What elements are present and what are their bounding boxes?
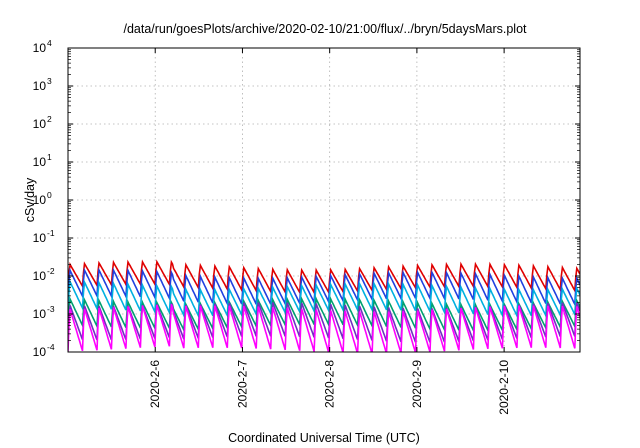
y-tick-label: 10 xyxy=(33,307,47,321)
y-tick-label: 10 xyxy=(33,79,47,93)
x-tick-label: 2020-2-6 xyxy=(148,360,162,408)
y-tick-label: 10 xyxy=(33,155,47,169)
y-axis-label: cSv/day xyxy=(23,177,37,222)
y-tick-label: 10 xyxy=(33,117,47,131)
x-tick-label: 2020-2-10 xyxy=(497,360,511,415)
y-tick-exponent: 0 xyxy=(47,190,52,200)
y-tick-label: 10 xyxy=(33,345,47,359)
y-tick-label: 10 xyxy=(33,41,47,55)
y-tick-exponent: -3 xyxy=(47,304,55,314)
y-tick-exponent: -2 xyxy=(47,266,55,276)
y-tick-label: 10 xyxy=(33,193,47,207)
y-tick-label: 10 xyxy=(33,231,47,245)
series-line xyxy=(68,259,580,296)
x-axis: 2020-2-6 2020-2-7 2020-2-8 2020-2-9 2020-2-1… xyxy=(148,48,511,415)
x-axis-label: Coordinated Universal Time (UTC) xyxy=(228,431,420,445)
series-layer xyxy=(68,259,580,352)
series-line xyxy=(68,295,580,334)
x-tick-label: 2020-2-8 xyxy=(323,360,337,408)
y-tick-exponent: -1 xyxy=(47,228,55,238)
y-tick-label: 10 xyxy=(33,269,47,283)
chart-title: /data/run/goesPlots/archive/2020-02-10/2… xyxy=(123,22,527,36)
series-line xyxy=(68,302,580,343)
series-line xyxy=(68,278,580,319)
x-tick-label: 2020-2-9 xyxy=(410,360,424,408)
series-line xyxy=(68,303,580,352)
x-tick-label: 2020-2-7 xyxy=(235,360,249,408)
y-tick-exponent: 4 xyxy=(47,38,52,48)
y-tick-exponent: 1 xyxy=(47,152,52,162)
y-tick-exponent: 2 xyxy=(47,114,52,124)
series-line xyxy=(68,267,580,308)
y-tick-exponent: -4 xyxy=(47,342,55,352)
y-tick-exponent: 3 xyxy=(47,76,52,86)
